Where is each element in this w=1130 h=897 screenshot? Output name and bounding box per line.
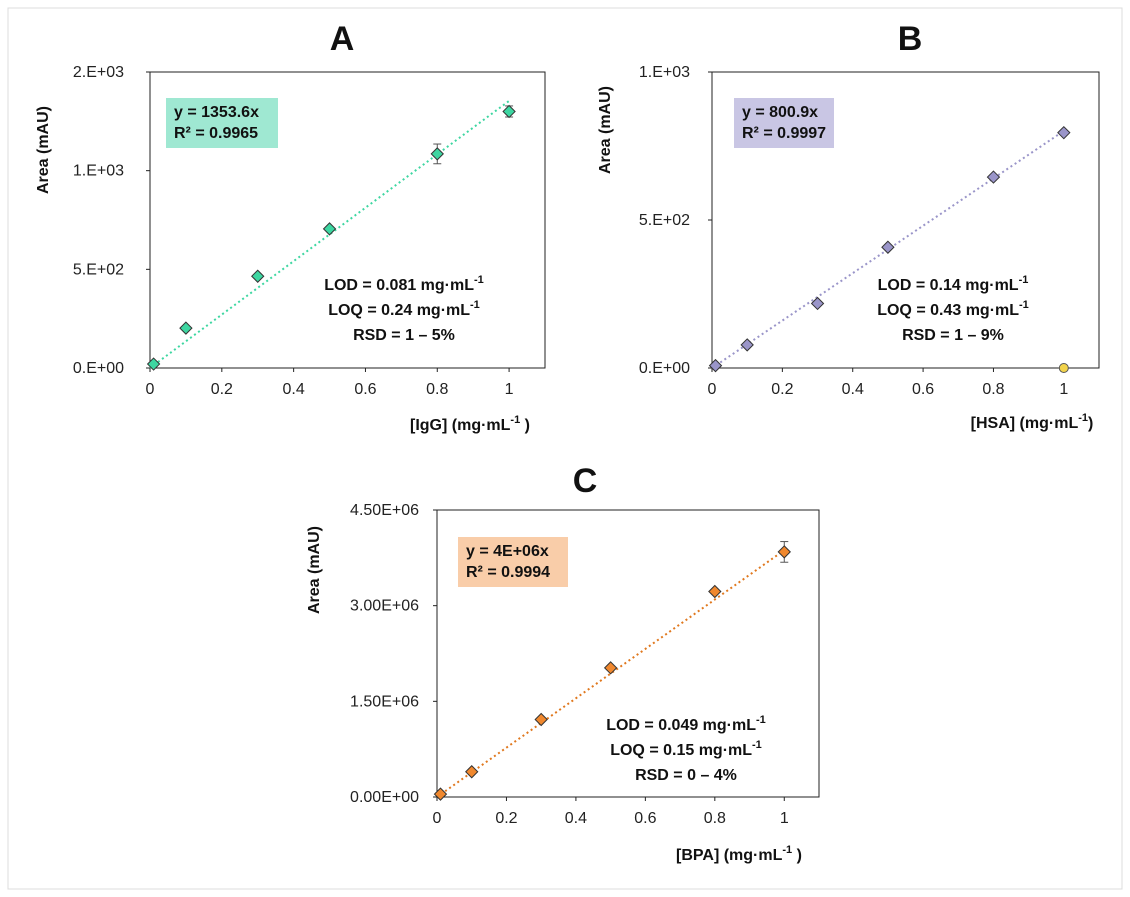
annotation-b: RSD = 1 – 9%: [902, 327, 1004, 344]
panel-letter-b: B: [898, 20, 923, 58]
x-axis-label: [IgG] (mg·mL-1 ): [410, 414, 530, 434]
x-tick-label: 0.2: [771, 381, 793, 398]
extra-point-b: [1058, 363, 1069, 373]
y-tick-label: 1.50E+06: [350, 693, 419, 710]
data-point-a: [146, 357, 161, 371]
x-tick-label: 0.4: [283, 381, 305, 398]
x-tick-label: 0.6: [354, 381, 376, 398]
equation-line: y = 4E+06x: [466, 543, 549, 560]
figure-frame: [7, 7, 1123, 890]
x-tick-label: 0.4: [565, 810, 587, 827]
panel-letter-c: C: [573, 462, 598, 500]
data-point-a: [502, 104, 516, 119]
equation-line: R² = 0.9994: [466, 564, 550, 581]
y-tick-label: 0.E+00: [73, 360, 124, 377]
annotation-c: RSD = 0 – 4%: [635, 767, 737, 784]
equation-line: R² = 0.9965: [174, 125, 258, 142]
x-tick-label: 0.8: [704, 810, 726, 827]
y-tick-label: 0.E+00: [639, 360, 690, 377]
data-point-a: [430, 147, 444, 161]
trendline-c: [436, 549, 785, 798]
data-point-a: [179, 321, 193, 335]
data-point-a: [322, 222, 337, 236]
y-tick-label: 5.E+02: [73, 261, 124, 278]
x-tick-label: 0.6: [912, 381, 934, 398]
trendline-b: [711, 130, 1065, 369]
data-point-b: [740, 338, 754, 352]
x-tick-label: 1: [1059, 381, 1068, 398]
annotation-a: LOD = 0.081 mg·mL-1: [324, 274, 484, 294]
equation-box-b: [734, 98, 834, 148]
y-tick-label: 1.E+03: [73, 163, 124, 180]
annotation-a: RSD = 1 – 5%: [353, 327, 455, 344]
y-axis-label: Area (mAU): [306, 526, 323, 614]
x-axis-label: [HSA] (mg·mL-1): [971, 412, 1094, 432]
equation-line: R² = 0.9997: [742, 125, 826, 142]
x-tick-label: 0.8: [982, 381, 1004, 398]
y-tick-label: 0.00E+00: [350, 789, 419, 806]
chart-panel-a: A 0.E+00 5.E+02 1.E+03 2.E+03 0 0.2 0.4 0.6 0.8 1 A…: [35, 20, 546, 434]
data-point-b: [1057, 125, 1071, 140]
annotation-b: LOQ = 0.43 mg·mL-1: [877, 299, 1029, 319]
data-point-b: [810, 296, 825, 311]
data-point-b: [986, 170, 1001, 184]
annotation-c: LOQ = 0.15 mg·mL-1: [610, 739, 762, 759]
y-tick-label: 1.E+03: [639, 64, 690, 81]
y-axis-label: Area (mAU): [35, 106, 52, 194]
data-point-c: [777, 545, 791, 559]
equation-line: y = 800.9x: [742, 104, 818, 121]
x-tick-label: 0.6: [634, 810, 656, 827]
x-axis-label: [BPA] (mg·mL-1 ): [676, 844, 802, 864]
x-tick-label: 0.2: [211, 381, 233, 398]
x-tick-label: 0.4: [842, 381, 864, 398]
panel-letter-a: A: [330, 20, 355, 58]
x-tick-label: 0: [708, 381, 717, 398]
data-point-b: [881, 240, 895, 254]
y-tick-label: 2.E+03: [73, 64, 124, 81]
data-point-c: [603, 661, 618, 675]
y-tick-label: 4.50E+06: [350, 502, 419, 519]
data-point-c: [708, 584, 722, 599]
annotation-b: LOD = 0.14 mg·mL-1: [878, 274, 1029, 294]
x-tick-label: 1: [780, 810, 789, 827]
equation-box-c: [458, 537, 568, 587]
x-tick-label: 0: [433, 810, 442, 827]
equation-box-a: [166, 98, 278, 148]
annotation-c: LOD = 0.049 mg·mL-1: [606, 714, 766, 734]
x-tick-label: 0.2: [495, 810, 517, 827]
chart-panel-b: B 0.E+00 5.E+02 1.E+03 0 0.2 0.4 0.6 0.8 1 Area (m…: [597, 20, 1100, 432]
data-point-c: [465, 765, 479, 779]
y-tick-label: 5.E+02: [639, 212, 690, 229]
x-tick-label: 1: [505, 381, 514, 398]
y-tick-label: 3.00E+06: [350, 598, 419, 615]
data-point-c: [433, 787, 448, 801]
data-point-a: [251, 269, 265, 283]
x-tick-label: 0: [146, 381, 155, 398]
x-tick-label: 0.8: [426, 381, 448, 398]
chart-panel-c: C 0.00E+00 1.50E+06 3.00E+06 4.50E+06 0 0.2 0.4…: [306, 462, 820, 864]
data-point-b: [708, 358, 723, 373]
annotation-a: LOQ = 0.24 mg·mL-1: [328, 299, 480, 319]
data-point-c: [534, 712, 548, 727]
equation-line: y = 1353.6x: [174, 104, 259, 121]
y-axis-label: Area (mAU): [597, 86, 614, 174]
